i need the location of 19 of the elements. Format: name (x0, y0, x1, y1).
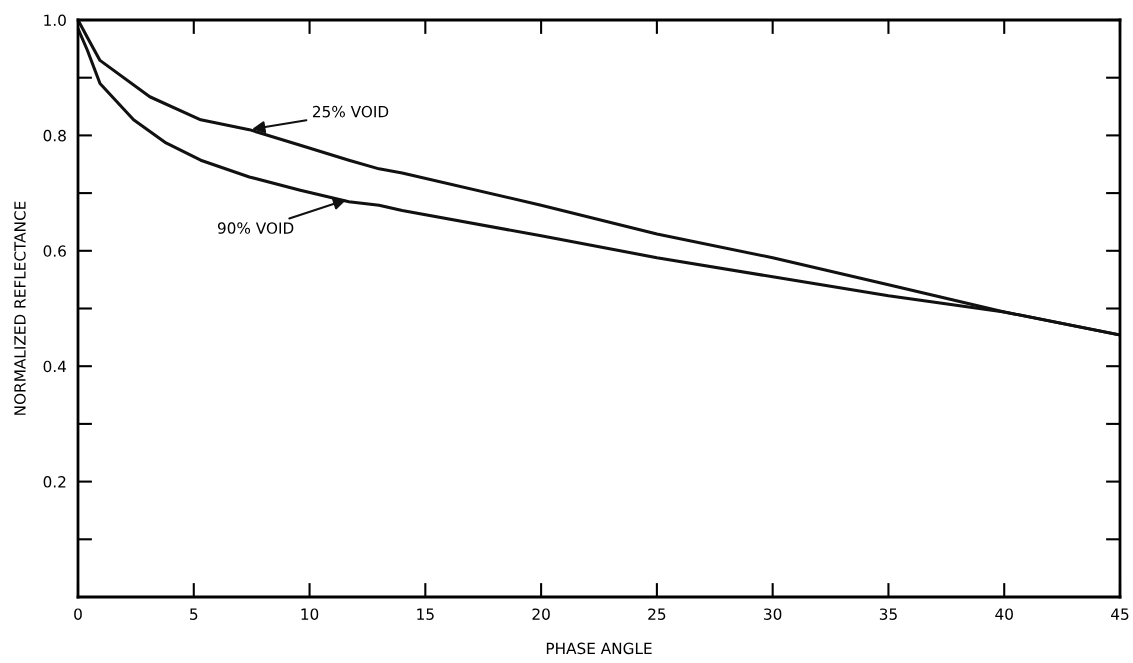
x-tick-label: 5 (190, 608, 198, 620)
y-tick-label: 0.6 (43, 245, 66, 257)
y-tick-label: 1.0 (44, 14, 66, 27)
x-tick-label: 35 (879, 608, 897, 620)
y-axis-title: NORMALIZED REFLECTANCE (14, 201, 26, 415)
annotation: 25% VOID (312, 105, 389, 118)
x-tick-label: 45 (1111, 608, 1129, 620)
x-tick-label: 40 (995, 608, 1013, 620)
x-tick-label: 0 (74, 608, 82, 620)
y-tick-label: 0.2 (43, 476, 66, 488)
y-tick-label: 0.8 (43, 129, 66, 142)
annotation: 90% VOID (217, 222, 294, 234)
x-tick-label: 30 (764, 608, 782, 620)
x-tick-label: 20 (532, 608, 550, 620)
x-tick-label: 15 (417, 608, 434, 620)
x-tick-label: 10 (301, 608, 319, 620)
y-tick-label: 0.4 (43, 360, 67, 373)
x-axis-title: PHASE ANGLE (546, 642, 652, 655)
x-tick-label: 25 (648, 608, 666, 620)
